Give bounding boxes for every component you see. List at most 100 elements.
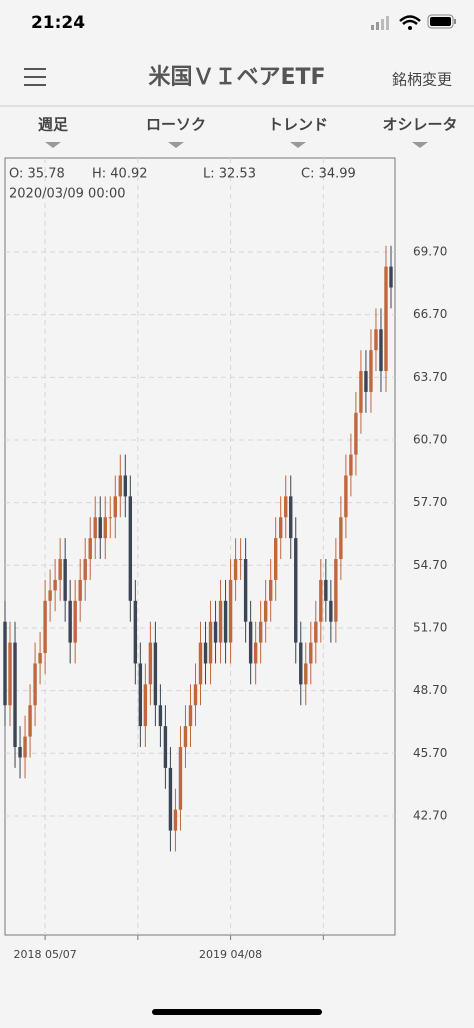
- candle-body: [123, 475, 128, 497]
- candle-body: [223, 600, 228, 643]
- candle-body: [218, 600, 223, 643]
- candle-body: [168, 767, 173, 831]
- candle-body: [243, 559, 248, 622]
- candle-body: [248, 621, 253, 664]
- candle-body: [263, 600, 268, 622]
- ohlc-high: H: 40.92: [92, 167, 148, 182]
- candle-body: [324, 579, 328, 601]
- dropdown-arrow: [45, 142, 61, 148]
- candle-body: [389, 266, 393, 288]
- candle-body: [309, 642, 313, 664]
- candle-body: [253, 642, 258, 664]
- candle-body: [58, 559, 62, 580]
- toolbar-item[interactable]: ローソク: [146, 116, 206, 134]
- candle-body: [88, 538, 92, 560]
- x-tick-label: 2019 04/08: [199, 948, 262, 961]
- candle-body: [143, 684, 148, 727]
- candle-body: [28, 705, 32, 737]
- candle-body: [203, 642, 208, 664]
- candle-body: [319, 579, 323, 622]
- menu-button[interactable]: [24, 68, 46, 86]
- candle-body: [178, 747, 183, 810]
- candle-body: [113, 496, 117, 518]
- candle-body: [294, 538, 298, 643]
- candle-body: [228, 579, 233, 643]
- candle-body: [13, 642, 17, 748]
- candle-body: [208, 621, 213, 664]
- candle-body: [3, 621, 7, 706]
- candle-body: [38, 653, 42, 664]
- candle-body: [359, 371, 363, 413]
- candle-body: [93, 517, 97, 539]
- dropdown-arrow: [412, 142, 428, 148]
- candle-body: [8, 642, 12, 706]
- date-label: 2020/03/09 00:00: [9, 187, 126, 202]
- candle-body: [18, 747, 22, 758]
- candle-body: [63, 559, 67, 601]
- candle-body: [339, 517, 343, 560]
- candle-body: [78, 579, 82, 601]
- candle-body: [148, 642, 153, 685]
- candle-body: [83, 559, 87, 580]
- dropdown-arrow: [168, 142, 184, 148]
- x-tick-label: 2018 05/07: [14, 948, 77, 961]
- candle-body: [334, 559, 338, 622]
- candle-body: [158, 705, 163, 727]
- candle-body: [369, 350, 373, 392]
- candle-body: [329, 600, 333, 622]
- candle-body: [274, 538, 278, 580]
- candle-body: [98, 517, 102, 539]
- candle-body: [238, 559, 243, 561]
- candle-body: [23, 736, 27, 758]
- candle-body: [379, 329, 383, 372]
- candle-body: [48, 590, 52, 601]
- candle-body: [349, 454, 353, 476]
- candle-body: [354, 412, 358, 455]
- candle-body: [33, 663, 37, 706]
- y-tick-label: 51.70: [413, 620, 447, 634]
- candle-body: [163, 726, 168, 768]
- toolbar: 週足 ローソク トレンド オシレータ: [38, 116, 458, 148]
- candle-body: [138, 663, 143, 727]
- candle-body: [198, 642, 203, 685]
- candle-body: [108, 517, 112, 519]
- y-tick-label: 42.70: [413, 808, 447, 822]
- candle-body: [193, 684, 198, 706]
- candle-body: [183, 726, 188, 748]
- candle-body: [364, 371, 368, 392]
- candle-body: [374, 329, 378, 351]
- candle-body: [304, 663, 308, 685]
- candle-body: [384, 266, 388, 372]
- chart-frame: [4, 157, 396, 936]
- candle-body: [344, 475, 348, 518]
- header-title: 米国ＶＩベアETF: [148, 65, 325, 90]
- candle-body: [284, 496, 288, 518]
- toolbar-item[interactable]: トレンド: [268, 116, 328, 134]
- ohlc-open: O: 35.78: [9, 167, 65, 182]
- candle-body: [53, 579, 57, 591]
- dropdown-arrow: [290, 142, 306, 148]
- candle-body: [133, 600, 138, 664]
- y-tick-label: 54.70: [413, 558, 447, 572]
- candle-body: [314, 621, 318, 643]
- candle-body: [68, 600, 72, 643]
- candle-body: [188, 705, 193, 727]
- candle-body: [289, 496, 293, 539]
- candle-body: [258, 621, 263, 643]
- top-bar: [0, 0, 474, 106]
- change-symbol-button[interactable]: 銘柄変更: [392, 71, 452, 89]
- candle-body: [173, 809, 178, 831]
- status-time: 21:24: [31, 13, 85, 33]
- candle-body: [279, 517, 283, 539]
- y-tick-label: 60.70: [413, 432, 447, 446]
- toolbar-item[interactable]: オシレータ: [382, 116, 457, 134]
- plot: [3, 158, 395, 935]
- toolbar-item[interactable]: 週足: [38, 116, 69, 134]
- y-tick-label: 63.70: [413, 370, 447, 384]
- status-icons: [371, 14, 456, 30]
- candle-body: [299, 642, 303, 685]
- home-indicator: [152, 1009, 322, 1015]
- y-tick-label: 66.70: [413, 307, 447, 321]
